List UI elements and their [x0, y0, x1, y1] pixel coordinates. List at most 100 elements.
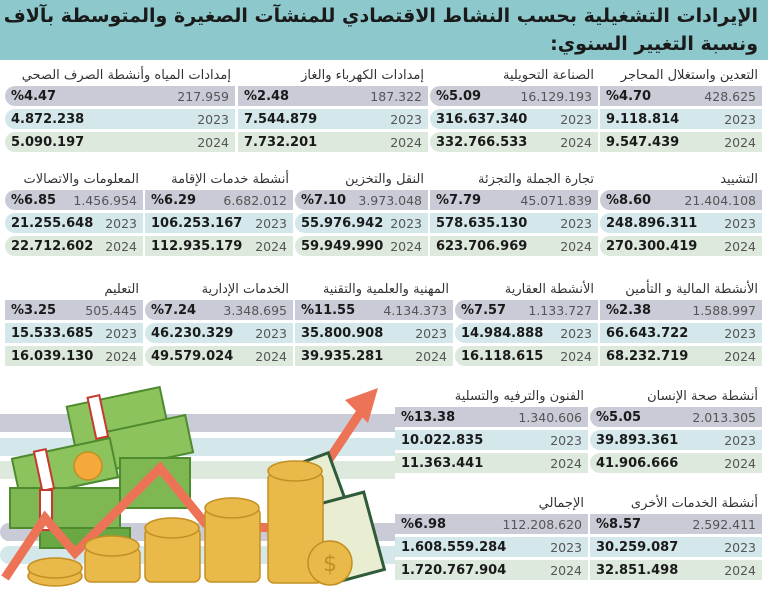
- value-2024: 16.039.130: [11, 348, 94, 364]
- change-bar: 112.208.620 %6.98: [395, 514, 588, 534]
- year-2024-bar: 2024 7.732.201: [238, 132, 428, 152]
- year-label: 2024: [724, 562, 756, 578]
- change-pct: %4.47: [11, 88, 57, 104]
- year-2023-bar: 2023 9.118.814: [600, 109, 762, 129]
- year-2024-bar: 2024 5.090.197: [5, 132, 235, 152]
- value-2024: 623.706.969: [436, 238, 528, 254]
- value-2023: 30.259.087: [596, 539, 679, 555]
- change-pct: %8.57: [596, 516, 642, 532]
- activity-label: أنشطة صحة الإنسان: [647, 389, 758, 404]
- activity-label: أنشطة خدمات الإقامة: [171, 172, 289, 187]
- value-2023: 1.608.559.284: [401, 539, 507, 555]
- year-label: 2023: [724, 432, 756, 448]
- value-2024: 332.766.533: [436, 134, 528, 150]
- year-label: 2023: [724, 539, 756, 555]
- change-pct: %7.24: [151, 302, 197, 318]
- change-value: 3.348.695: [223, 302, 287, 318]
- change-bar: 6.682.012 %6.29: [145, 190, 293, 210]
- change-value: 187.322: [370, 88, 422, 104]
- change-pct: %3.25: [11, 302, 57, 318]
- change-value: 2.592.411: [692, 516, 756, 532]
- value-2023: 55.976.942: [301, 215, 384, 231]
- year-label: 2024: [550, 455, 582, 471]
- year-2024-bar: 2024 39.935.281: [295, 346, 453, 366]
- year-label: 2024: [724, 238, 756, 254]
- activity-label: المعلومات والاتصالات: [23, 172, 139, 187]
- year-2024-bar: 2024 270.300.419: [600, 236, 762, 256]
- change-value: 2.013.305: [692, 409, 756, 425]
- value-2023: 4.872.238: [11, 111, 85, 127]
- change-pct: %7.10: [301, 192, 347, 208]
- activity-label: أنشطة الخدمات الأخرى: [630, 496, 758, 511]
- year-label: 2023: [724, 325, 756, 341]
- year-2024-bar: 2024 623.706.969: [430, 236, 598, 256]
- value-2023: 14.984.888: [461, 325, 544, 341]
- block-human-health: أنشطة صحة الإنسان 2.013.305 %5.05 2023 39.…: [590, 387, 762, 476]
- year-2023-bar: 2023 578.635.130: [430, 213, 598, 233]
- change-pct: %4.70: [606, 88, 652, 104]
- change-bar: 2.013.305 %5.05: [590, 407, 762, 427]
- activity-label: المهنية والعلمية والتقنية: [322, 282, 449, 297]
- activity-label: الإجمالي: [538, 496, 584, 511]
- year-label: 2023: [560, 111, 592, 127]
- block-accommodation: أنشطة خدمات الإقامة 6.682.012 %6.29 2023 1…: [145, 170, 293, 259]
- year-2023-bar: 2023 248.896.311: [600, 213, 762, 233]
- change-bar: 1.340.606 %13.38: [395, 407, 588, 427]
- year-label: 2024: [390, 134, 422, 150]
- value-2024: 59.949.990: [301, 238, 384, 254]
- block-construction: التشييد 21.404.108 %8.60 2023 248.896.311 …: [600, 170, 762, 259]
- year-2023-bar: 2023 1.608.559.284: [395, 537, 588, 557]
- value-2024: 39.935.281: [301, 348, 384, 364]
- year-label: 2023: [255, 325, 287, 341]
- year-label: 2024: [724, 348, 756, 364]
- year-label: 2024: [560, 134, 592, 150]
- activity-label: الفنون والترفيه والتسلية: [454, 389, 584, 404]
- change-bar: 3.973.048 %7.10: [295, 190, 428, 210]
- value-2024: 270.300.419: [606, 238, 698, 254]
- value-2023: 7.544.879: [244, 111, 318, 127]
- year-label: 2023: [390, 111, 422, 127]
- value-2024: 32.851.498: [596, 562, 679, 578]
- value-2024: 68.232.719: [606, 348, 689, 364]
- activity-label: الأنشطة العقارية: [504, 282, 594, 297]
- arrow-head-icon: [345, 388, 378, 423]
- change-pct: %13.38: [401, 409, 456, 425]
- year-label: 2024: [105, 238, 137, 254]
- change-value: 112.208.620: [502, 516, 582, 532]
- change-bar: 217.959 %4.47: [5, 86, 235, 106]
- change-pct: %7.79: [436, 192, 482, 208]
- change-value: 1.456.954: [73, 192, 137, 208]
- value-2023: 106.253.167: [151, 215, 243, 231]
- year-label: 2024: [560, 348, 592, 364]
- year-2023-bar: 2023 39.893.361: [590, 430, 762, 450]
- change-pct: %2.38: [606, 302, 652, 318]
- year-label: 2023: [105, 325, 137, 341]
- money-growth-illustration-icon: $: [1, 385, 387, 587]
- value-2023: 66.643.722: [606, 325, 689, 341]
- year-2024-bar: 2024 22.712.602: [5, 236, 143, 256]
- year-label: 2024: [105, 348, 137, 364]
- value-2023: 578.635.130: [436, 215, 528, 231]
- change-bar: 1.456.954 %6.85: [5, 190, 143, 210]
- block-finance-insurance: الأنشطة المالية و التأمين 1.588.997 %2.38…: [600, 280, 762, 369]
- activity-label: التعدين واستغلال المحاجر: [620, 68, 758, 83]
- coin-stack-icon: [27, 451, 353, 587]
- year-label: 2024: [415, 348, 447, 364]
- change-value: 6.682.012: [223, 192, 287, 208]
- year-label: 2023: [560, 215, 592, 231]
- year-label: 2023: [255, 215, 287, 231]
- year-2023-bar: 2023 316.637.340: [430, 109, 598, 129]
- year-label: 2024: [390, 238, 422, 254]
- change-value: 428.625: [704, 88, 756, 104]
- change-pct: %2.48: [244, 88, 290, 104]
- change-bar: 187.322 %2.48: [238, 86, 428, 106]
- year-label: 2024: [724, 455, 756, 471]
- year-label: 2023: [724, 111, 756, 127]
- year-label: 2023: [560, 325, 592, 341]
- activity-label: تجارة الجملة والتجزئة: [477, 172, 594, 187]
- change-bar: 4.134.373 %11.55: [295, 300, 453, 320]
- year-2023-bar: 2023 66.643.722: [600, 323, 762, 343]
- year-label: 2023: [550, 539, 582, 555]
- activity-label: التعليم: [104, 282, 139, 297]
- activity-label: إمدادات الكهرباء والغاز: [301, 68, 424, 83]
